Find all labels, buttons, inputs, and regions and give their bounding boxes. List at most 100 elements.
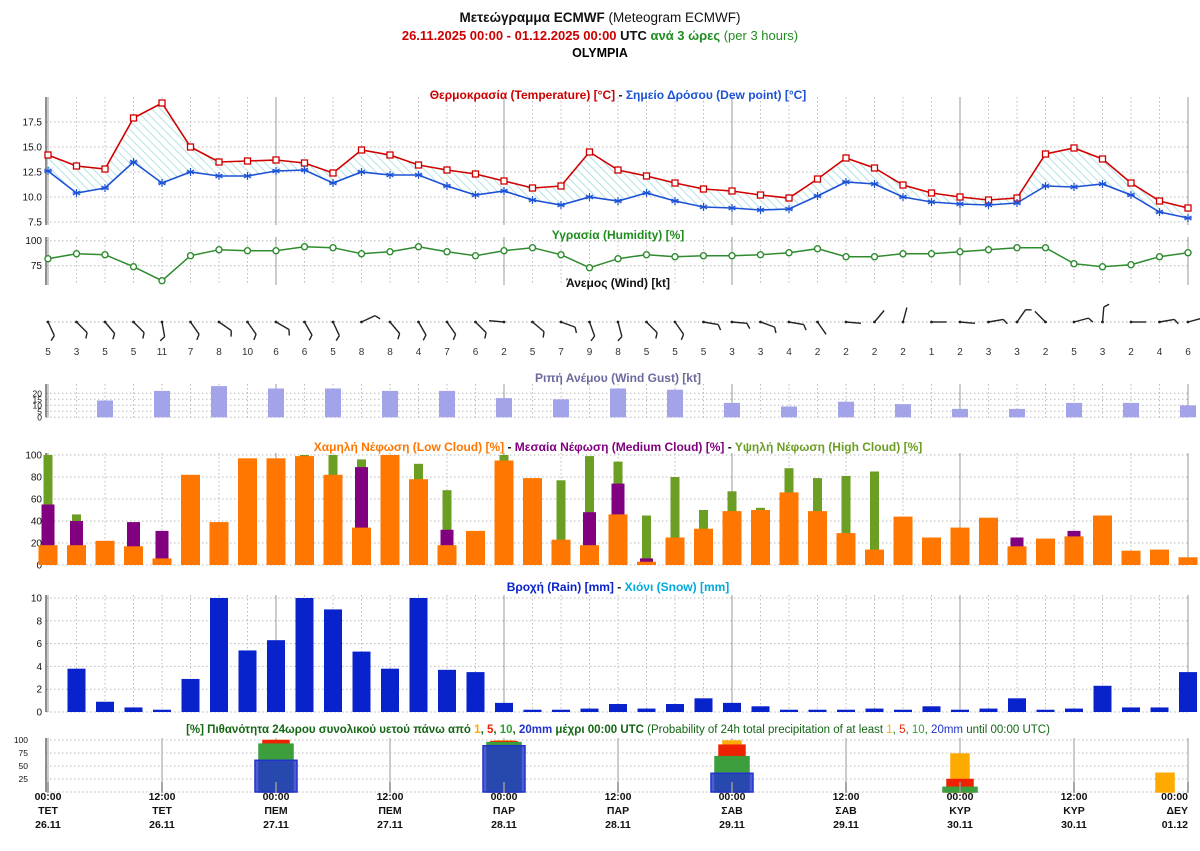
gust-bar <box>838 401 854 418</box>
page-title: Μετεώγραμμα ECMWF (Meteogram ECMWF) <box>0 10 1200 25</box>
gust-bar <box>952 408 968 418</box>
x-axis-time: 12:00 <box>833 791 860 803</box>
low-cloud-bar <box>637 561 656 565</box>
wind-barb <box>1016 309 1027 323</box>
x-axis-day: ΠΑΡ <box>493 805 515 817</box>
wind-speed-value: 3 <box>74 347 80 358</box>
low-cloud-bar <box>1093 515 1112 565</box>
low-cloud-bar <box>67 545 86 565</box>
wind-speed-value: 2 <box>1043 347 1049 358</box>
temperature-point <box>101 165 109 173</box>
wind-speed-value: 5 <box>102 347 108 358</box>
wind-barb <box>674 321 685 335</box>
gust-bar <box>667 389 683 418</box>
temperature-point <box>1184 204 1192 212</box>
low-cloud-bar <box>779 492 799 565</box>
rain-bar <box>552 709 570 712</box>
rain-legend: Βροχή (Rain) [mm] <box>506 580 614 594</box>
humidity-point <box>101 250 109 259</box>
x-axis-time: 12:00 <box>605 791 632 803</box>
wind-barb <box>47 321 55 336</box>
gust-bar <box>1066 402 1082 418</box>
x-axis-day: ΤΕΤ <box>152 805 172 817</box>
x-axis-date: 26.11 <box>149 819 175 831</box>
rain-bar <box>1122 707 1140 712</box>
snow-legend: Χιόνι (Snow) [mm] <box>624 580 730 594</box>
temperature-point <box>357 146 366 154</box>
gust-bar <box>1009 408 1025 418</box>
wind-barb <box>275 321 290 331</box>
low-cloud-bar <box>665 537 685 565</box>
x-axis-date: 27.11 <box>377 819 403 831</box>
svg-text:15.0: 15.0 <box>23 143 43 154</box>
humidity-point <box>1155 252 1164 261</box>
svg-text:100: 100 <box>25 451 42 462</box>
wind-barb <box>1159 318 1175 323</box>
wind-barb <box>417 321 427 336</box>
rain-bar <box>495 702 513 712</box>
wind-barb <box>988 318 1004 323</box>
utc-label: UTC <box>616 28 651 43</box>
svg-text:50: 50 <box>19 761 29 771</box>
rain-bar <box>466 672 485 712</box>
rain-bar <box>1093 685 1112 712</box>
humidity-point <box>813 244 822 253</box>
wind-speed-value: 5 <box>330 347 336 358</box>
low-cloud-bar <box>580 545 599 565</box>
humidity-point <box>129 262 138 271</box>
wind-barb <box>133 321 145 334</box>
svg-text:80: 80 <box>31 473 43 484</box>
x-axis-day: ΤΕΤ <box>38 805 58 817</box>
wind-barb <box>959 321 976 325</box>
humidity-point <box>215 245 223 254</box>
temperature-point <box>500 177 508 185</box>
humidity-point <box>1013 243 1021 252</box>
temperature-point <box>215 158 223 166</box>
wind-barb <box>446 321 457 335</box>
low-cloud-bar <box>1064 536 1084 565</box>
dewpoint-legend: Σημείο Δρόσου (Dew point) [°C] <box>625 88 807 102</box>
high-cloud-legend: Υψηλή Νέφωση (High Cloud) [%] <box>734 440 923 454</box>
rain-bar <box>637 708 656 712</box>
x-axis-day: ΠΕΜ <box>264 805 288 817</box>
wind-barb <box>532 321 545 333</box>
rain-bar <box>67 668 86 712</box>
wind-speed-value: 6 <box>273 347 279 358</box>
x-axis-date: 01.12 <box>1162 819 1188 831</box>
x-axis-time: 00:00 <box>719 791 746 803</box>
humidity-point <box>956 247 964 256</box>
humidity-point <box>557 250 565 259</box>
wind-barb <box>332 321 340 336</box>
temperature-point <box>300 159 309 167</box>
svg-text:15: 15 <box>33 394 43 404</box>
wind-speed-value: 4 <box>1157 347 1163 358</box>
temperature-point <box>158 99 166 107</box>
wind-speed-value: 1 <box>929 347 935 358</box>
high-cloud-bar <box>556 480 566 565</box>
svg-text:0: 0 <box>36 708 42 719</box>
date-range-line: 26.11.2025 00:00 - 01.12.2025 00:00 UTC … <box>0 28 1200 43</box>
humidity-point <box>443 247 451 256</box>
x-axis-time: 00:00 <box>491 791 518 803</box>
wind-speed-value: 7 <box>444 347 450 358</box>
humidity-point <box>699 251 708 260</box>
wind-barb <box>731 321 748 325</box>
x-axis-time: 12:00 <box>1061 791 1088 803</box>
temperature-point <box>443 166 451 174</box>
temperature-point <box>557 182 565 190</box>
rain-bar <box>694 698 713 712</box>
x-axis-time: 00:00 <box>947 791 974 803</box>
wind-speed-value: 8 <box>216 347 222 358</box>
low-cloud-bar <box>323 474 343 565</box>
humidity-point <box>414 242 423 251</box>
wind-barb <box>161 321 166 337</box>
low-cloud-bar <box>95 540 115 565</box>
svg-text:17.5: 17.5 <box>23 118 43 129</box>
humidity-point <box>585 263 594 272</box>
svg-text:4: 4 <box>36 662 42 673</box>
temperature-point <box>129 114 138 122</box>
temperature-point <box>614 166 622 174</box>
wind-barb <box>1073 317 1089 323</box>
wind-barb <box>189 321 200 335</box>
humidity-point <box>243 246 252 255</box>
